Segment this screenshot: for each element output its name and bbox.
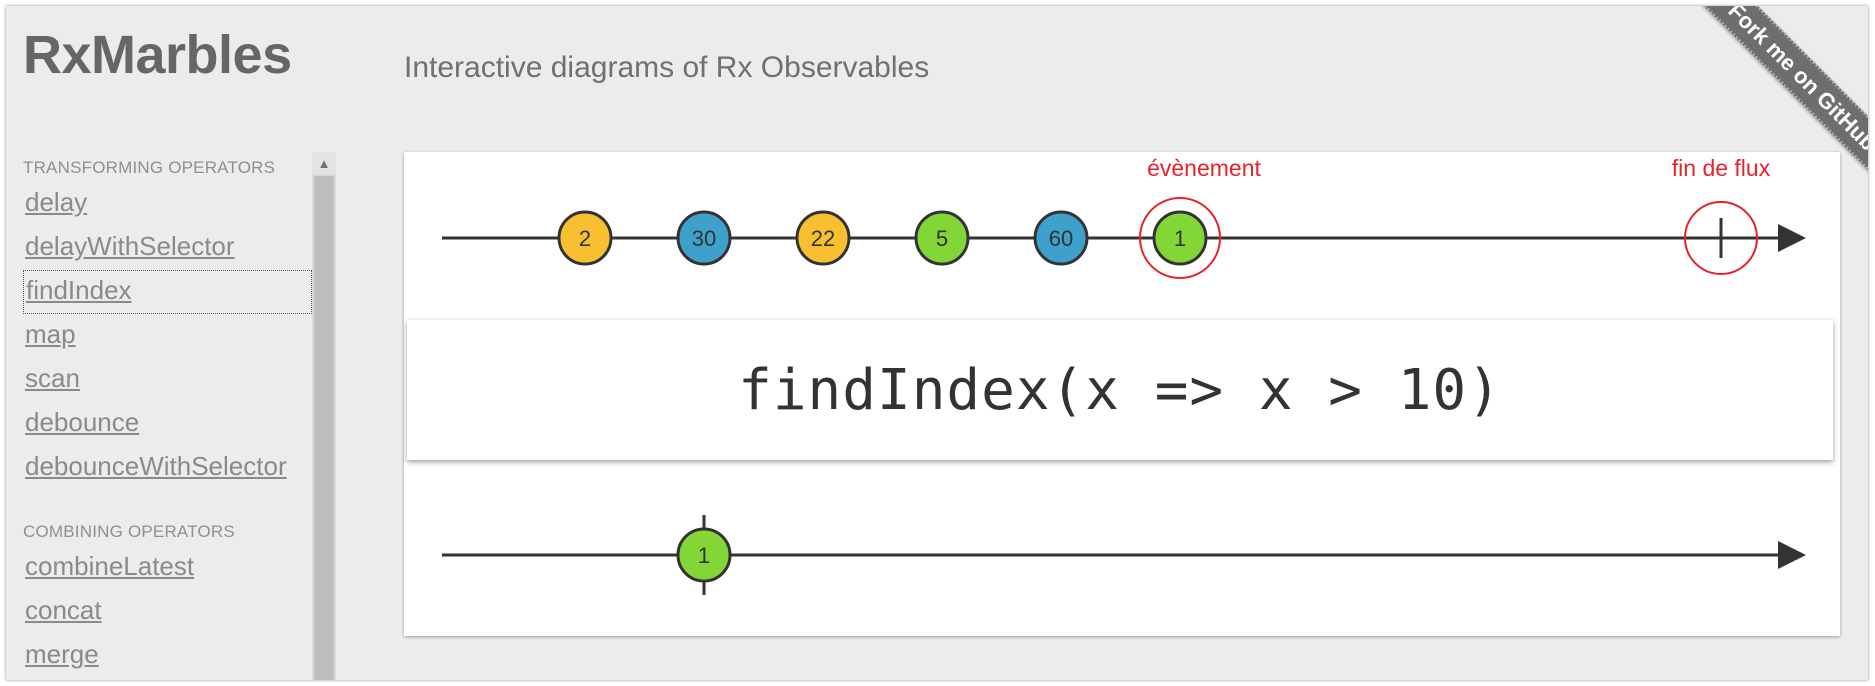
operator-group-transforming: TRANSFORMING OPERATORS delay delayWithSe… xyxy=(23,158,343,490)
marble-label: 1 xyxy=(1174,226,1186,251)
operator-group-combining: COMBINING OPERATORS combineLatest concat… xyxy=(23,522,343,678)
operator-list: combineLatest concat merge xyxy=(23,546,343,678)
scrollbar-thumb[interactable] xyxy=(314,176,334,680)
marble-label: 30 xyxy=(692,226,716,251)
timeline-arrow-icon xyxy=(1778,224,1806,252)
marble-1[interactable]: 30 xyxy=(676,210,732,266)
marble-circle[interactable] xyxy=(676,210,732,266)
marble-label: 60 xyxy=(1049,226,1073,251)
marble-circle[interactable] xyxy=(676,527,732,583)
marble-0[interactable]: 2 xyxy=(557,210,613,266)
event-annotation: évènement xyxy=(1147,155,1261,181)
marble-out-0[interactable]: 1 xyxy=(676,527,732,583)
marble-label: 1 xyxy=(698,543,710,568)
group-title: TRANSFORMING OPERATORS xyxy=(23,158,276,177)
marble-circle[interactable] xyxy=(1152,210,1208,266)
operator-link-delay[interactable]: delay xyxy=(25,187,88,217)
marble-label: 2 xyxy=(579,226,591,251)
operator-link-combineLatest[interactable]: combineLatest xyxy=(25,551,195,581)
group-title: COMBINING OPERATORS xyxy=(23,522,235,541)
app-subtitle: Interactive diagrams of Rx Observables xyxy=(404,51,930,84)
marble-4[interactable]: 60 xyxy=(1033,210,1089,266)
marble-label: 22 xyxy=(811,226,835,251)
operator-expression: findIndex(x => x > 10) xyxy=(738,357,1502,423)
operator-link-debounce[interactable]: debounce xyxy=(25,407,140,437)
operator-link-debounceWithSelector[interactable]: debounceWithSelector xyxy=(25,451,287,481)
operator-link-delayWithSelector[interactable]: delayWithSelector xyxy=(25,231,235,261)
operator-link-merge[interactable]: merge xyxy=(25,639,99,669)
marble-5[interactable]: 1 xyxy=(1152,210,1208,266)
operator-sidebar: TRANSFORMING OPERATORS delay delayWithSe… xyxy=(23,150,343,680)
completion-annotation: fin de flux xyxy=(1672,155,1771,181)
app-title: RxMarbles xyxy=(23,25,292,85)
marble-circle[interactable] xyxy=(1033,210,1089,266)
output-stream: 1 xyxy=(442,515,1806,595)
marble-label: 5 xyxy=(936,226,948,251)
sidebar-scrollbar[interactable]: ▲ xyxy=(312,152,336,680)
marble-3[interactable]: 5 xyxy=(914,210,970,266)
operator-link-map[interactable]: map xyxy=(25,319,76,349)
operator-list: delay delayWithSelector findIndex map sc… xyxy=(23,182,343,490)
page: RxMarbles Interactive diagrams of Rx Obs… xyxy=(6,6,1868,680)
marble-circle[interactable] xyxy=(557,210,613,266)
operator-box: findIndex(x => x > 10) xyxy=(407,320,1833,460)
completion-highlight-circle xyxy=(1684,201,1758,275)
marble-circle[interactable] xyxy=(914,210,970,266)
event-highlight-circle xyxy=(1139,197,1221,279)
input-stream: 2 30 22 5 60 1 évènement fin de flux xyxy=(442,155,1806,279)
group-spacer xyxy=(23,490,343,514)
marble-2[interactable]: 22 xyxy=(795,210,851,266)
scroll-up-arrow-icon[interactable]: ▲ xyxy=(312,152,336,174)
operator-link-concat[interactable]: concat xyxy=(25,595,102,625)
operator-link-scan[interactable]: scan xyxy=(25,363,80,393)
operator-link-findIndex[interactable]: findIndex xyxy=(23,270,312,314)
marble-diagram: 2 30 22 5 60 1 évènement fin de flux findIndex(… xyxy=(404,152,1840,636)
timeline-arrow-icon xyxy=(1778,541,1806,569)
marble-circle[interactable] xyxy=(795,210,851,266)
